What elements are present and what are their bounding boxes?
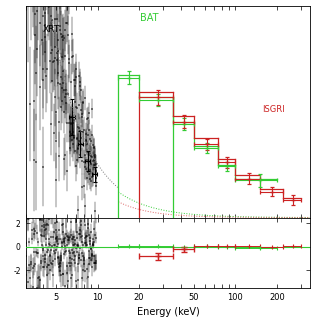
Text: XRT: XRT [43,25,60,34]
Text: ISGRI: ISGRI [262,105,284,114]
X-axis label: Energy (keV): Energy (keV) [137,308,199,317]
Text: BAT: BAT [140,13,158,23]
